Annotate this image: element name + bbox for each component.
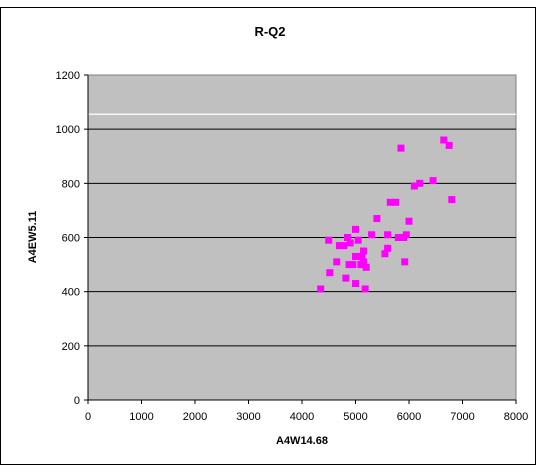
x-tick-label: 4000 (290, 411, 314, 423)
y-tick-label: 200 (62, 341, 80, 353)
data-points (317, 136, 456, 293)
x-tick-label: 1000 (129, 411, 153, 423)
y-axis-title: A4EW5.11 (27, 211, 39, 264)
data-point (410, 182, 418, 190)
data-point (360, 258, 368, 266)
y-tick-label: 400 (62, 287, 80, 299)
data-point (384, 231, 392, 239)
data-point (317, 285, 325, 293)
data-point (401, 258, 409, 266)
chart-title: R-Q2 (254, 24, 285, 39)
data-point (349, 261, 357, 269)
data-point (392, 198, 400, 206)
y-tick-label: 1000 (56, 124, 80, 136)
data-point (326, 269, 334, 277)
data-point (361, 285, 369, 293)
data-point (354, 236, 362, 244)
data-point (362, 263, 370, 271)
data-point (394, 234, 402, 241)
data-point (405, 217, 413, 225)
data-point (384, 244, 392, 252)
x-tick-label: 7000 (450, 411, 474, 423)
data-point (402, 231, 410, 239)
data-point (440, 136, 448, 144)
data-point (335, 242, 343, 250)
data-point (360, 247, 368, 255)
data-point (445, 141, 453, 149)
data-point (368, 231, 376, 239)
x-tick-label: 5000 (343, 411, 367, 423)
data-point (352, 280, 359, 288)
data-point (448, 196, 456, 204)
data-point (333, 258, 341, 266)
data-point (373, 215, 381, 223)
axes (84, 74, 517, 404)
data-point (352, 252, 359, 260)
tick-labels: 0 1000 2000 3000 4000 5000 6000 7000 8000 0 200 400… (56, 70, 529, 423)
y-tick-label: 0 (74, 395, 80, 407)
data-point (358, 252, 366, 260)
data-point (386, 198, 394, 206)
x-tick-label: 3000 (236, 411, 260, 423)
x-tick-label: 6000 (397, 411, 421, 423)
data-point (352, 225, 359, 233)
x-tick-label: 2000 (183, 411, 207, 423)
x-tick-label: 0 (85, 411, 91, 423)
x-tick-label: 8000 (504, 411, 528, 423)
data-point (325, 236, 333, 244)
data-point (429, 177, 437, 185)
y-tick-label: 800 (62, 178, 80, 190)
data-point (342, 274, 350, 282)
x-axis-title: A4W14.68 (276, 435, 328, 447)
y-tick-label: 600 (62, 233, 80, 245)
y-tick-label: 1200 (56, 70, 80, 82)
data-point (397, 144, 405, 152)
data-point (340, 242, 348, 250)
data-point (416, 179, 424, 187)
data-point (381, 250, 389, 258)
data-point (345, 261, 353, 269)
data-point (346, 239, 354, 247)
gridlines (88, 113, 516, 347)
data-point (343, 234, 351, 241)
